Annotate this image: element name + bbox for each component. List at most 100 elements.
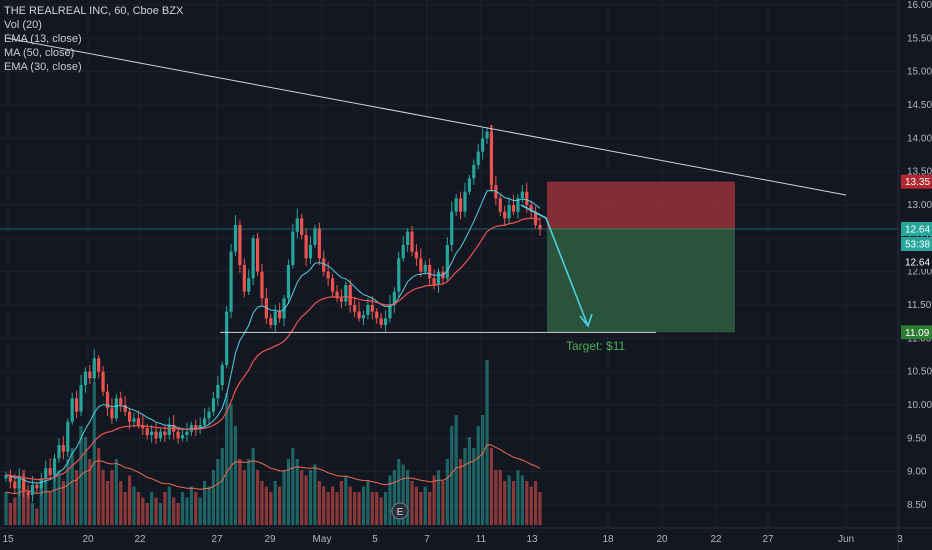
volume-bar: [450, 426, 454, 525]
drawings[interactable]: [0, 37, 898, 333]
candle-body: [30, 485, 35, 495]
profit-target-zone: [547, 229, 735, 333]
volume-bar: [286, 459, 291, 525]
volume-bar: [507, 475, 511, 525]
price-badges: 13.35 12.64 53:38 12.64 11.09: [901, 174, 932, 340]
candle-body: [370, 305, 374, 312]
resistance-trendline: [7, 37, 847, 196]
volume-bar: [489, 448, 494, 525]
candle-body: [339, 298, 344, 302]
legend-ema30[interactable]: EMA (30, close): [4, 61, 82, 73]
volume-bar: [361, 486, 366, 525]
volume-bar: [216, 459, 220, 525]
candle-body: [123, 405, 127, 412]
legend-ma50[interactable]: MA (50, close): [4, 47, 75, 59]
volume-bar: [503, 481, 507, 525]
legend-volume[interactable]: Vol (20): [4, 19, 42, 31]
stop-price-badge: 13.35: [901, 174, 932, 189]
candle-body: [22, 478, 26, 492]
volume-bar: [22, 470, 26, 525]
volume-bar: [432, 475, 436, 525]
candle-body: [481, 138, 485, 152]
candle-body: [419, 258, 423, 272]
volume-bar: [52, 475, 57, 525]
volume-bar: [61, 481, 65, 525]
candle-body: [17, 478, 21, 489]
candle-body: [180, 435, 185, 439]
volume-bar: [172, 497, 176, 525]
volume-bar: [83, 437, 88, 525]
volume-bar: [295, 459, 299, 525]
entry-price-badge-bg: [901, 222, 932, 236]
candle-body: [57, 445, 61, 459]
volume-bar: [150, 492, 154, 525]
volume-bar: [167, 486, 171, 525]
time-axis[interactable]: 15 20 22 27 29 May 5 7 11 13 18 20 22 27 Jun 3: [0, 527, 932, 545]
entry-price-badge-text: 12.64: [905, 225, 930, 236]
price-tick-label: 11.50: [907, 300, 932, 311]
volume-ma-path: [5, 444, 541, 495]
price-tick-label: 15.50: [907, 33, 932, 44]
volume-bar: [26, 492, 30, 525]
countdown-badge: 53:38: [901, 237, 932, 251]
candle-body: [476, 151, 480, 165]
volume-bar: [353, 492, 357, 525]
candle-body: [445, 245, 449, 279]
price-tick-label: 13.00: [907, 200, 932, 211]
candle-body: [269, 318, 273, 325]
candle-body: [344, 285, 348, 302]
candle-body: [198, 425, 202, 429]
last-price-badge: 12.64: [901, 255, 932, 269]
candle-body: [308, 245, 313, 259]
volume-bar: [463, 448, 467, 525]
volume-bar: [467, 437, 471, 525]
candle-body: [300, 218, 304, 235]
volume-bar: [538, 492, 542, 525]
candle-body: [229, 251, 233, 312]
candle-body: [35, 485, 39, 489]
volume-bar: [529, 486, 533, 525]
volume-bar: [92, 382, 96, 525]
legend-ema13[interactable]: EMA (13, close): [4, 33, 82, 45]
candle-body: [273, 311, 277, 325]
volume-bar: [335, 492, 339, 525]
candle-body: [238, 225, 242, 265]
candle-body: [83, 371, 88, 385]
volume-bar: [194, 492, 198, 525]
volume-bar: [127, 475, 132, 525]
earnings-marker[interactable]: E: [391, 502, 409, 520]
legend-symbol-title[interactable]: THE REALREAL INC, 60, Cboe BZX: [4, 5, 184, 17]
chart-grid: [0, 0, 901, 528]
candle-body: [150, 431, 154, 435]
volume-bar: [406, 470, 410, 525]
time-tick-label: 20: [82, 534, 94, 545]
candle-body: [348, 285, 352, 305]
volume-bar: [238, 459, 242, 525]
candle-body: [88, 371, 92, 379]
volume-bar: [30, 503, 35, 525]
volume-bar: [419, 492, 423, 525]
candle-body: [220, 365, 224, 385]
volume-bar: [39, 486, 43, 525]
volume-bar: [264, 486, 268, 525]
volume-bar: [308, 470, 313, 525]
earnings-marker-label: E: [397, 507, 404, 518]
last-price-badge-bg: [901, 255, 932, 269]
time-tick-label: Jun: [838, 534, 854, 545]
price-axis[interactable]: 16.0015.5015.0014.5014.0013.5013.0012.50…: [897, 0, 932, 550]
price-tick-label: 9.00: [907, 467, 927, 478]
volume-bar: [516, 470, 520, 525]
candle-body: [286, 265, 291, 299]
candle-body: [450, 211, 454, 245]
volume-bar: [176, 503, 180, 525]
volume-bar: [330, 486, 335, 525]
time-tick-label: 18: [602, 534, 614, 545]
target-price-badge-text: 11.09: [905, 328, 930, 339]
volume-bar: [511, 481, 516, 525]
volume-bar: [163, 492, 167, 525]
volume-bar: [8, 503, 13, 525]
position-zones[interactable]: [547, 181, 735, 333]
volume-bar: [260, 481, 264, 525]
candle-body: [428, 265, 432, 279]
